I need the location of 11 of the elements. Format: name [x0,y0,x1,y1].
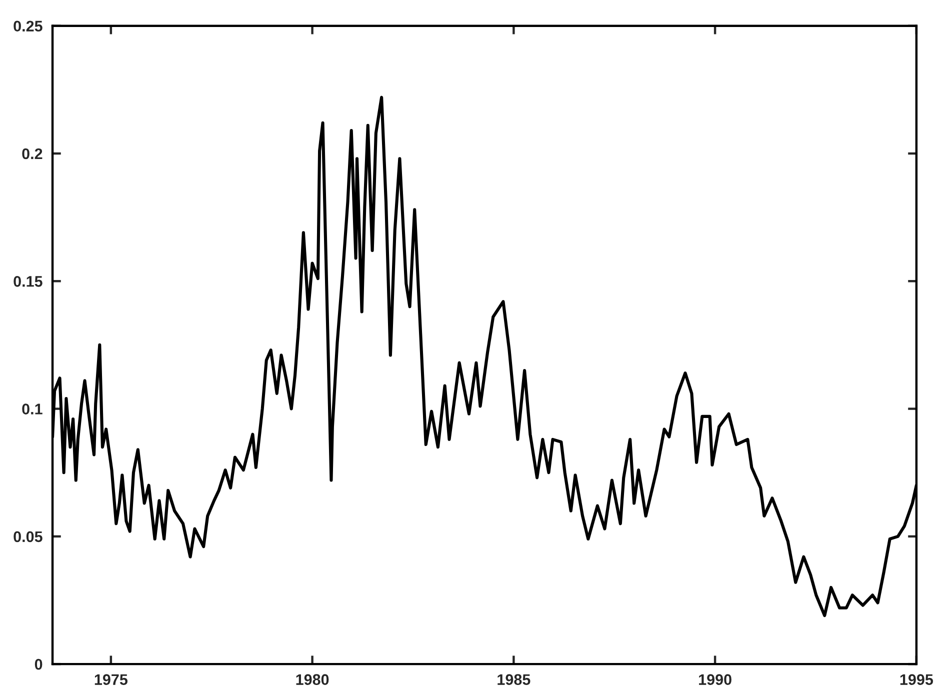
x-tick-label: 1980 [296,674,329,685]
y-tick-label: 0.25 [14,20,42,32]
x-tick-label: 1990 [699,674,732,685]
y-tick-label: 0.15 [14,276,42,287]
x-tick-label: 1995 [900,674,933,685]
y-tick-label: 0.1 [22,404,42,414]
y-tick-label: 0 [34,658,42,670]
y-tick-label: 0.05 [14,531,42,542]
x-tick-label: 1985 [498,674,530,685]
y-tick-label: 0.2 [22,148,42,160]
x-tick-label: 1975 [94,674,128,685]
